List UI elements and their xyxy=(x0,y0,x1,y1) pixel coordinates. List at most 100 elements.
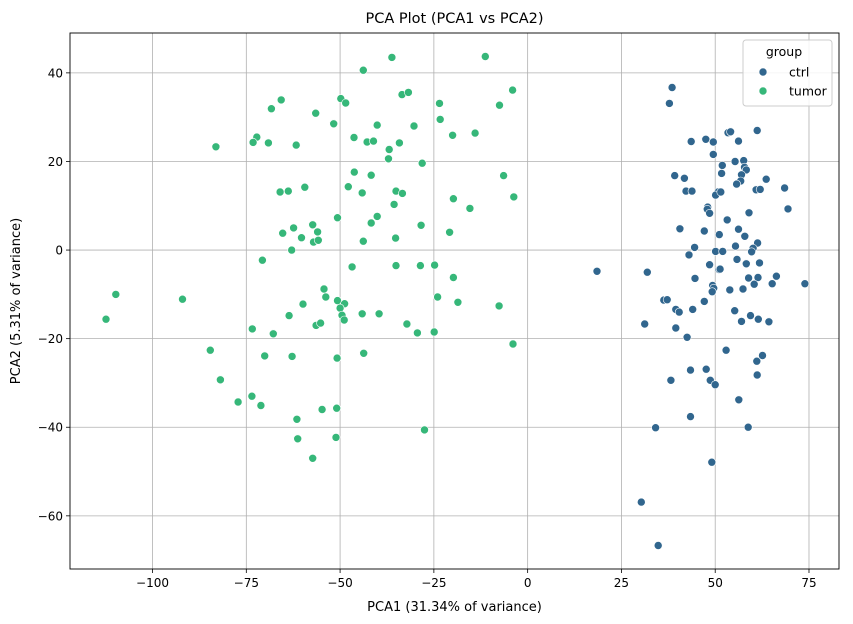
point-tumor xyxy=(233,397,243,407)
x-tick-label: −75 xyxy=(234,576,259,590)
point-ctrl xyxy=(716,187,726,197)
point-ctrl xyxy=(753,273,763,282)
point-ctrl xyxy=(755,185,765,194)
point-tumor xyxy=(445,228,454,237)
point-tumor xyxy=(313,236,323,245)
point-ctrl xyxy=(749,279,759,289)
point-tumor xyxy=(435,115,445,124)
point-tumor xyxy=(339,315,349,325)
point-tumor xyxy=(178,294,187,304)
point-tumor xyxy=(349,133,359,142)
point-tumor xyxy=(417,158,427,168)
point-ctrl xyxy=(753,314,763,324)
point-ctrl xyxy=(688,305,698,314)
point-tumor xyxy=(287,352,297,361)
point-tumor xyxy=(449,273,458,282)
point-ctrl xyxy=(707,457,717,467)
point-ctrl xyxy=(642,267,652,277)
grid-lines xyxy=(70,33,839,569)
point-tumor xyxy=(357,188,367,198)
point-tumor xyxy=(391,261,401,270)
point-ctrl xyxy=(758,351,767,360)
point-tumor xyxy=(308,453,318,463)
y-tick-label: 40 xyxy=(48,66,63,80)
point-tumor xyxy=(435,99,444,108)
legend-marker-tumor xyxy=(758,86,768,96)
point-tumor xyxy=(402,319,412,329)
point-tumor xyxy=(329,119,339,129)
y-axis-label: PCA2 (5.31% of variance) xyxy=(9,218,24,384)
point-tumor xyxy=(211,142,221,152)
legend-title: group xyxy=(766,44,802,59)
point-tumor xyxy=(384,154,393,164)
point-tumor xyxy=(333,213,342,222)
point-tumor xyxy=(430,260,439,270)
plot-area-frame xyxy=(69,32,840,570)
point-tumor xyxy=(391,233,400,243)
point-tumor xyxy=(448,131,457,140)
legend-label-tumor: tumor xyxy=(789,84,828,99)
point-tumor xyxy=(395,138,404,148)
point-tumor xyxy=(387,53,397,62)
point-ctrl xyxy=(671,323,681,333)
point-tumor xyxy=(480,52,490,61)
point-tumor xyxy=(413,328,422,338)
x-axis-ticks: −100 −75 −50 −25 0 25 50 75 xyxy=(136,569,817,590)
point-ctrl xyxy=(711,247,720,256)
point-tumor xyxy=(276,95,286,105)
point-tumor xyxy=(278,228,288,238)
point-tumor xyxy=(264,138,273,148)
point-ctrl xyxy=(680,174,689,183)
point-tumor xyxy=(358,236,368,246)
point-tumor xyxy=(319,284,329,294)
point-tumor xyxy=(449,194,458,203)
point-ctrl xyxy=(761,174,771,184)
point-tumor xyxy=(416,221,426,230)
point-ctrl xyxy=(662,295,672,305)
point-ctrl xyxy=(651,423,660,433)
point-ctrl xyxy=(592,266,602,276)
chart-title: PCA Plot (PCA1 vs PCA2) xyxy=(365,11,543,27)
point-ctrl xyxy=(715,264,725,274)
point-ctrl xyxy=(737,317,746,326)
point-ctrl xyxy=(755,258,764,268)
point-tumor xyxy=(216,375,225,385)
point-tumor xyxy=(321,292,331,302)
point-ctrl xyxy=(699,226,709,236)
y-axis-ticks: −60 −40 −20 0 20 40 xyxy=(38,66,70,523)
point-ctrl xyxy=(705,260,714,270)
point-ctrl xyxy=(732,255,742,264)
point-ctrl xyxy=(734,395,744,405)
point-ctrl xyxy=(690,243,699,252)
point-tumor xyxy=(499,171,508,180)
point-tumor xyxy=(347,262,357,272)
point-tumor xyxy=(289,223,298,233)
point-ctrl xyxy=(738,284,748,294)
point-tumor xyxy=(311,108,321,118)
point-tumor xyxy=(433,292,442,302)
x-tick-label: −25 xyxy=(421,576,446,590)
point-tumor xyxy=(101,314,111,324)
point-tumor xyxy=(369,136,378,146)
point-tumor xyxy=(308,220,318,230)
point-ctrl xyxy=(767,279,777,289)
point-ctrl xyxy=(744,208,754,218)
point-tumor xyxy=(374,309,384,319)
point-tumor xyxy=(465,204,475,213)
point-tumor xyxy=(256,401,266,410)
point-tumor xyxy=(283,186,293,196)
point-ctrl xyxy=(701,364,711,374)
point-ctrl xyxy=(636,497,646,507)
point-ctrl xyxy=(741,259,751,269)
point-tumor xyxy=(404,88,413,97)
point-tumor xyxy=(291,140,301,150)
point-tumor xyxy=(343,182,353,191)
point-ctrl xyxy=(707,287,717,297)
point-ctrl xyxy=(752,370,762,380)
point-tumor xyxy=(372,212,382,221)
point-tumor xyxy=(366,218,376,228)
point-ctrl xyxy=(740,232,750,241)
point-tumor xyxy=(508,339,518,349)
y-tick-label: 20 xyxy=(48,155,63,169)
